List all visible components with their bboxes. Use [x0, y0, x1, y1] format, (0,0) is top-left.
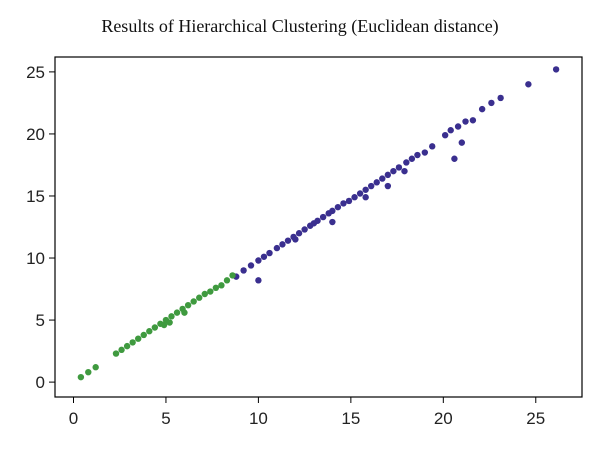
scatter-point-series-1	[362, 186, 369, 193]
scatter-point-series-2	[85, 368, 92, 376]
scatter-point-series-1	[488, 99, 495, 107]
y-tick-label: 5	[36, 311, 45, 330]
y-tick-label: 20	[26, 125, 45, 144]
y-tick-label: 10	[26, 249, 45, 268]
scatter-point-series-2	[229, 272, 236, 279]
scatter-point-series-2	[201, 290, 208, 298]
plot-area-frame	[54, 56, 583, 398]
scatter-point-series-1	[462, 118, 469, 125]
scatter-point-series-1	[292, 236, 299, 243]
scatter-point-series-1	[458, 139, 466, 146]
scatter-point-series-2	[223, 277, 231, 284]
scatter-point-series-1	[368, 182, 375, 190]
scatter-point-series-1	[401, 167, 408, 175]
scatter-point-series-1	[279, 241, 286, 248]
scatter-point-series-1	[255, 257, 262, 264]
scatter-point-series-1	[447, 127, 454, 134]
x-tick-label: 20	[434, 409, 453, 428]
scatter-point-series-1	[379, 175, 386, 182]
scatter-point-series-1	[478, 105, 486, 113]
scatter-point-series-1	[329, 207, 336, 215]
x-tick-label: 0	[69, 409, 78, 428]
scatter-point-series-2	[168, 313, 175, 320]
scatter-point-series-1	[301, 226, 308, 233]
chart-title: Results of Hierarchical Clustering (Eucl…	[101, 16, 499, 36]
scatter-point-series-1	[454, 123, 462, 130]
scatter-point-series-1	[384, 182, 392, 190]
scatter-point-series-2	[173, 309, 181, 316]
x-tick-label: 25	[526, 409, 545, 428]
scatter-point-series-1	[362, 194, 369, 201]
scatter-point-series-1	[260, 253, 268, 260]
y-axis: 0 5 10 15 20 25	[26, 63, 55, 392]
scatter-point-series-2	[196, 294, 203, 301]
scatter-point-series-1	[340, 200, 347, 207]
scatter-point-series-1	[408, 155, 416, 162]
scatter-point-series-2	[151, 324, 159, 331]
scatter-point-series-2	[118, 346, 125, 354]
scatter-point-series-1	[414, 151, 421, 159]
scatter-point-series-1	[240, 267, 247, 274]
x-tick-label: 10	[249, 409, 268, 428]
scatter-point-series-2	[129, 339, 136, 346]
x-tick-label: 15	[341, 409, 360, 428]
scatter-point-series-2	[123, 342, 131, 350]
scatter-point-series-1	[421, 149, 429, 156]
scatter-point-series-2	[181, 309, 188, 316]
scatter-point-series-2	[207, 288, 214, 295]
scatter-point-series-2	[218, 282, 225, 289]
scatter-point-series-1	[451, 155, 458, 162]
y-tick-label: 0	[36, 373, 45, 392]
scatter-point-series-1	[429, 143, 436, 150]
scatter-point-series-1	[284, 237, 292, 244]
scatter-point-series-1	[497, 94, 504, 102]
scatter-point-series-1	[255, 277, 262, 284]
y-tick-label: 25	[26, 63, 45, 82]
scatter-point-series-1	[273, 244, 281, 252]
scatter-point-series-1	[390, 167, 397, 175]
y-tick-label: 15	[26, 187, 45, 206]
scatter-point-series-2	[212, 284, 220, 292]
scatter-point-series-2	[112, 350, 120, 357]
scatter-point-series-1	[334, 203, 342, 211]
scatter-point-series-1	[395, 164, 403, 171]
scatter-point-series-1	[247, 262, 255, 269]
scatter-point-series-2	[166, 319, 173, 326]
x-axis: 0 5 10 15 20 25	[69, 397, 545, 428]
scatter-point-series-1	[552, 66, 560, 73]
scatter-point-series-2	[92, 364, 99, 371]
scatter-point-series-1	[266, 249, 273, 257]
scatter-point-series-1	[295, 230, 303, 237]
scatter-point-series-2	[146, 328, 153, 335]
scatter-point-series-1	[384, 171, 392, 179]
scatter-point-series-1	[469, 117, 477, 124]
scatter-point-series-1	[403, 159, 410, 166]
scatter-point-series-1	[525, 81, 532, 88]
scatter-point-series-2	[77, 373, 85, 381]
scatter-point-series-1	[441, 131, 449, 139]
data-points	[77, 66, 560, 381]
scatter-point-series-1	[329, 218, 336, 226]
scatter-point-series-2	[140, 331, 147, 339]
scatter-point-series-1	[351, 194, 358, 201]
scatter-point-series-1	[345, 197, 353, 205]
scatter-point-series-1	[356, 190, 364, 197]
scatter-point-series-1	[373, 179, 380, 186]
scatter-point-series-2	[184, 301, 192, 309]
x-tick-label: 5	[161, 409, 170, 428]
scatter-point-series-1	[314, 217, 321, 224]
scatter-point-series-2	[135, 335, 142, 342]
scatter-point-series-2	[160, 321, 168, 329]
scatter-point-series-2	[190, 298, 197, 305]
scatter-point-series-1	[319, 213, 327, 221]
